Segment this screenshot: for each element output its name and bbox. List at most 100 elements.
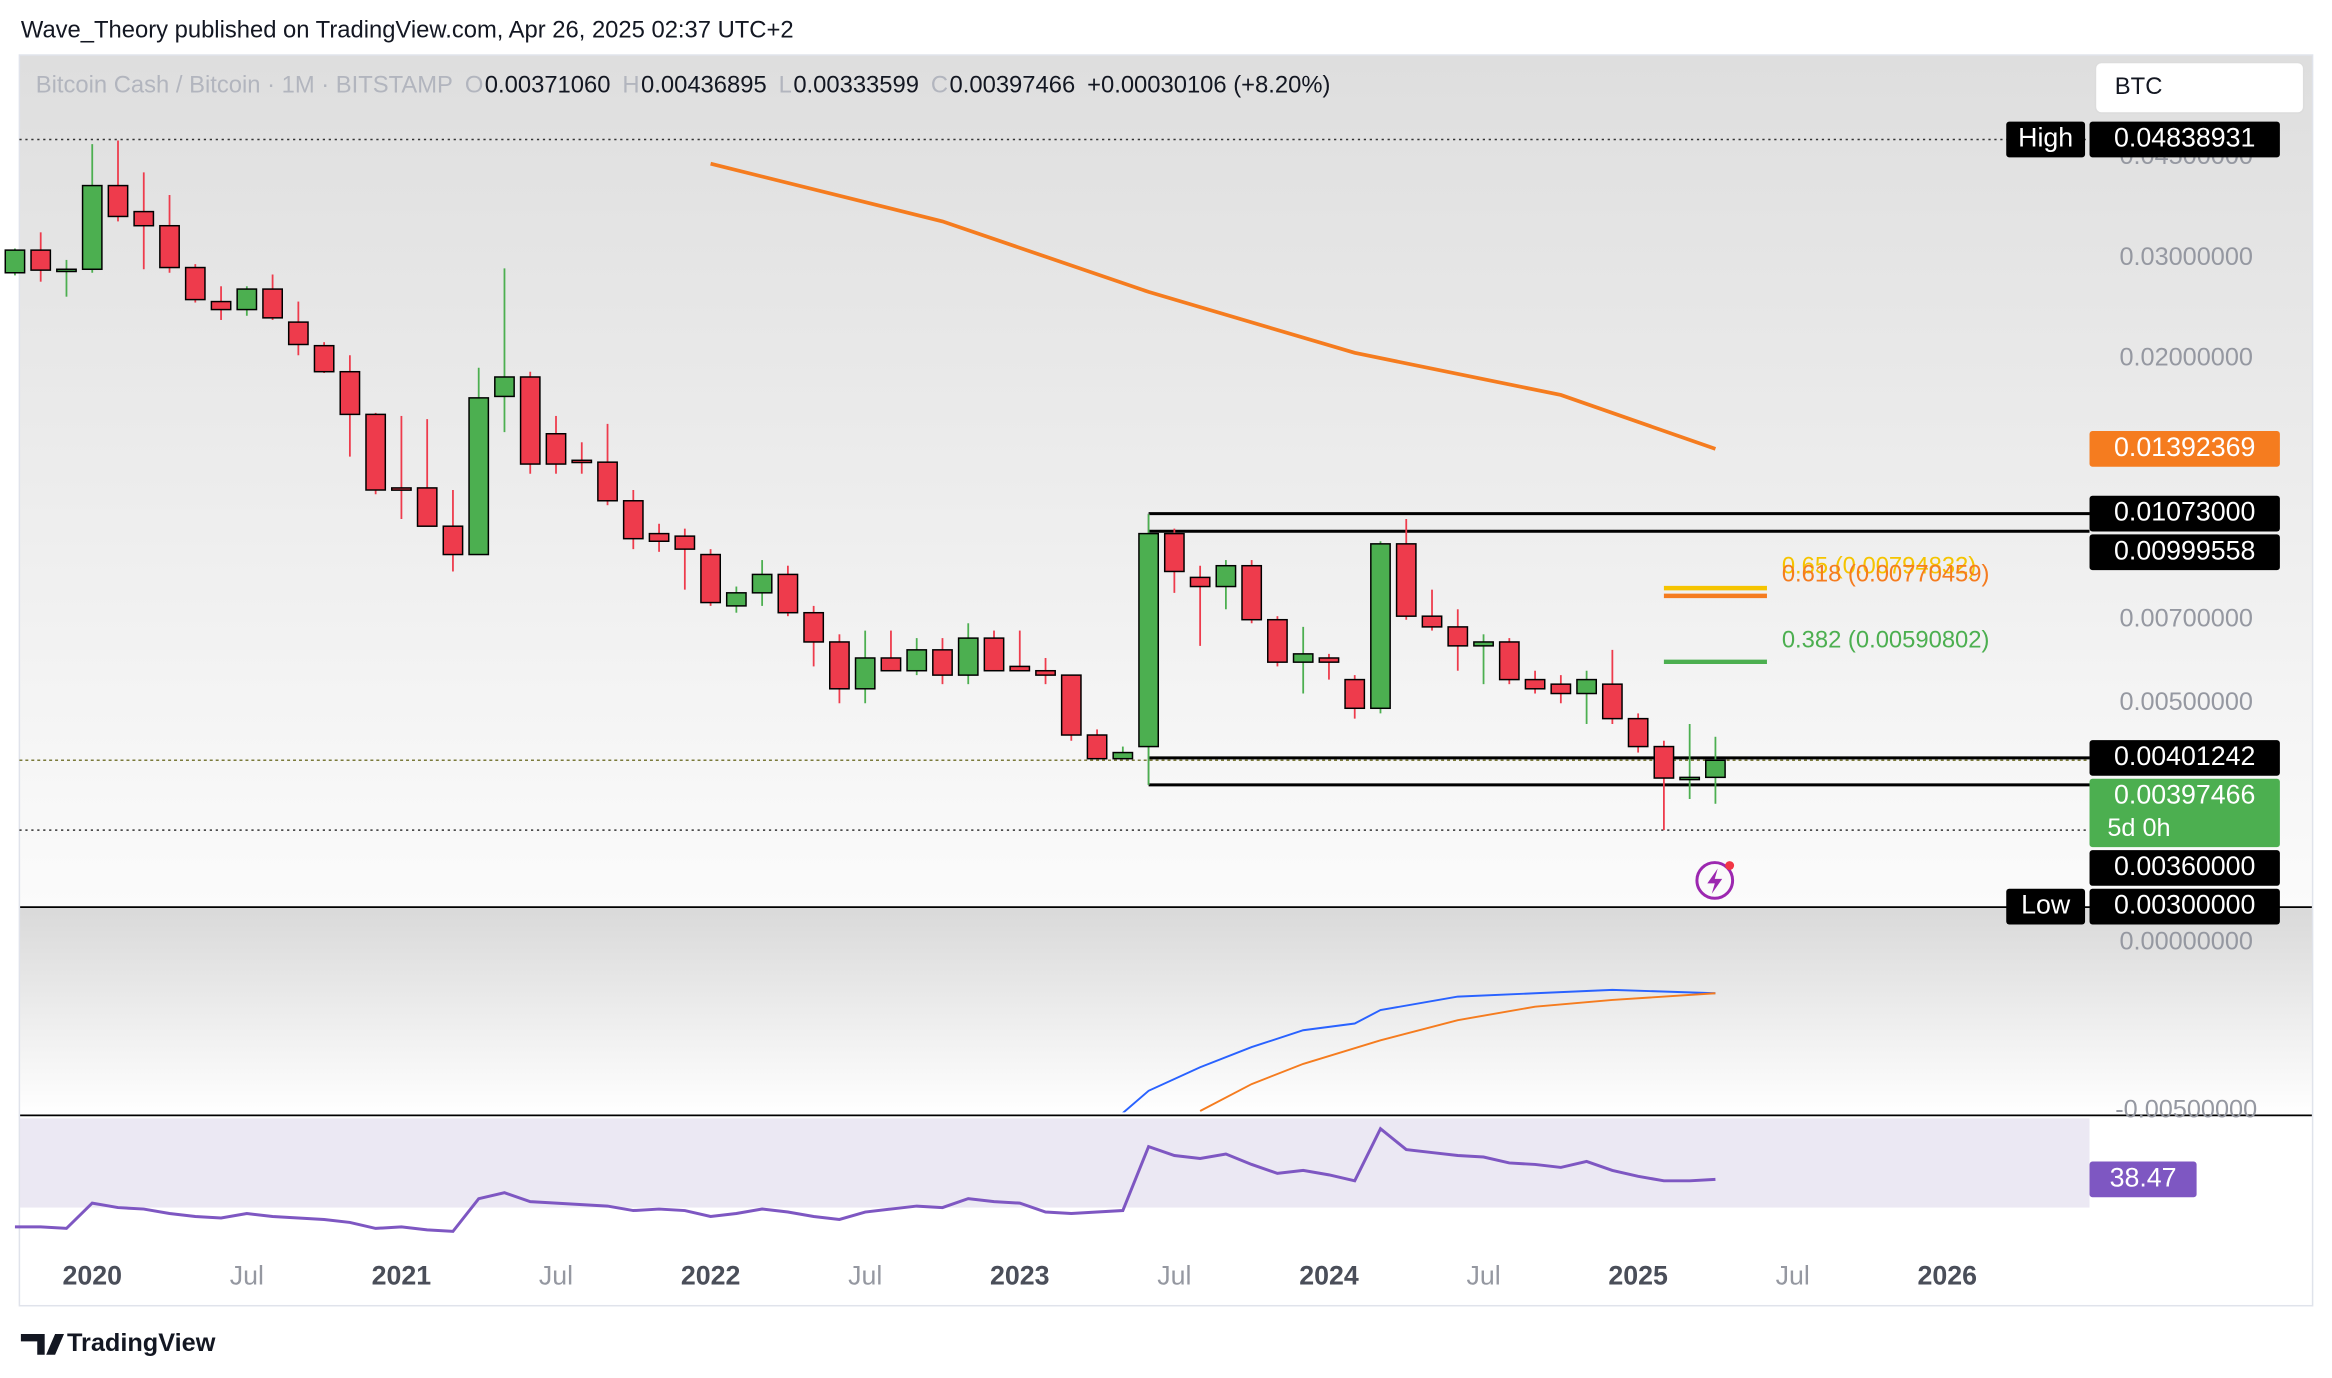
candle-body bbox=[1241, 564, 1263, 621]
x-tick-label: 2021 bbox=[372, 1261, 432, 1291]
candle-body bbox=[1086, 734, 1108, 760]
candle-body bbox=[854, 657, 876, 690]
candle-body bbox=[339, 370, 361, 416]
price-label: 0.00397466 bbox=[2114, 780, 2255, 810]
candle-body bbox=[1163, 532, 1185, 573]
price-label-box bbox=[2089, 431, 2280, 467]
legend-c-key: C bbox=[931, 72, 948, 99]
price-label-box bbox=[2089, 888, 2280, 925]
price-label-box bbox=[2089, 534, 2280, 571]
rsi-label: 38.47 bbox=[2110, 1162, 2177, 1192]
candle-body bbox=[1601, 683, 1623, 720]
candle-body bbox=[880, 657, 902, 672]
candle-body bbox=[571, 459, 593, 464]
price-label: 0.01073000 bbox=[2114, 497, 2255, 527]
currency[interactable]: BTC bbox=[2115, 73, 2163, 100]
tag-box bbox=[2006, 888, 2086, 925]
price-label: 0.00999558 bbox=[2114, 535, 2255, 565]
y-tick-label: 0.00500000 bbox=[2119, 688, 2252, 716]
candle-body bbox=[519, 376, 541, 465]
x-tick-label: Jul bbox=[1466, 1261, 1500, 1291]
candle-body bbox=[906, 649, 928, 672]
candle-body bbox=[468, 397, 490, 556]
candle-body bbox=[1370, 543, 1391, 710]
macd-tick-label: -0.00500000 bbox=[2115, 1096, 2257, 1124]
macd-pane bbox=[19, 907, 2313, 1116]
alert-bolt[interactable] bbox=[1707, 868, 1723, 894]
moving-average bbox=[710, 161, 1717, 451]
macd-tick-label: 0.00000000 bbox=[2119, 927, 2252, 955]
alert-dot[interactable] bbox=[1725, 861, 1735, 870]
x-tick-label: Jul bbox=[848, 1261, 882, 1291]
price-label-box bbox=[2089, 850, 2280, 886]
alert-icon[interactable] bbox=[1695, 861, 1735, 900]
publish-header: Wave_Theory published on TradingView.com… bbox=[21, 17, 794, 44]
candle-body bbox=[442, 525, 464, 556]
candle-body bbox=[1498, 641, 1520, 681]
alert-circle[interactable] bbox=[1695, 861, 1735, 900]
candle-body bbox=[1421, 615, 1443, 628]
candle-body bbox=[751, 573, 773, 594]
candle-body bbox=[1447, 626, 1469, 647]
x-tick-label: Jul bbox=[1157, 1261, 1191, 1291]
candle-body bbox=[597, 461, 618, 502]
candle-body bbox=[1318, 657, 1340, 663]
legend-l: 0.00333599 bbox=[793, 72, 919, 99]
x-tick-label: 2020 bbox=[62, 1261, 122, 1291]
x-tick-label: 2025 bbox=[1608, 1261, 1668, 1291]
currency-box[interactable] bbox=[2094, 61, 2305, 114]
candle-body bbox=[391, 487, 412, 491]
candle-body bbox=[1473, 641, 1494, 647]
candle-body bbox=[1627, 717, 1649, 748]
candle-body bbox=[1344, 678, 1366, 710]
price-label: 0.04838931 bbox=[2114, 123, 2255, 153]
candle-body bbox=[236, 288, 258, 311]
candle-body bbox=[1550, 683, 1572, 695]
candle-body bbox=[1576, 678, 1598, 695]
macd-lines bbox=[1122, 988, 1716, 1113]
candle-body bbox=[184, 266, 206, 301]
candle-body bbox=[1524, 678, 1546, 690]
legend-l-key: L bbox=[779, 72, 792, 99]
candle-body bbox=[30, 249, 52, 271]
fib-label: 0.618 (0.00770459) bbox=[1782, 560, 1990, 587]
candle-body bbox=[133, 210, 155, 227]
candle-body bbox=[932, 649, 953, 676]
candle-body bbox=[210, 300, 232, 311]
x-tick-label: Jul bbox=[1776, 1261, 1810, 1291]
main-pane bbox=[19, 55, 2313, 908]
candle-body bbox=[829, 641, 850, 690]
legend-c: 0.00397466 bbox=[950, 72, 1076, 99]
legend-symbol: Bitcoin Cash / Bitcoin · 1M · BITSTAMP bbox=[36, 72, 453, 99]
candle-body bbox=[1267, 618, 1288, 663]
price-label-box bbox=[2089, 121, 2280, 158]
x-tick-label: 2024 bbox=[1299, 1261, 1359, 1291]
candle-body bbox=[1679, 776, 1701, 781]
brand-logo[interactable] bbox=[20, 1333, 65, 1355]
candle-body bbox=[159, 224, 180, 269]
candle-body bbox=[803, 611, 825, 643]
y-tick-label: 0.03000000 bbox=[2119, 243, 2252, 271]
price-label: 0.00300000 bbox=[2114, 890, 2255, 920]
candle-body bbox=[545, 433, 567, 465]
x-tick-label: Jul bbox=[539, 1261, 573, 1291]
price-label: 0.00360000 bbox=[2114, 851, 2255, 881]
legend-h: 0.00436895 bbox=[641, 72, 767, 99]
chart-frame bbox=[18, 54, 2314, 1307]
rsi-label-box bbox=[2089, 1161, 2197, 1198]
legend-change: +0.00030106 (+8.20%) bbox=[1087, 72, 1330, 99]
fib-label: 0.65 (0.00794832) bbox=[1782, 553, 1976, 580]
tag-box bbox=[2006, 121, 2086, 158]
candle-body bbox=[1009, 665, 1031, 672]
price-label: 0.01392369 bbox=[2114, 432, 2255, 462]
brand[interactable]: TradingView bbox=[67, 1329, 216, 1357]
candle-body bbox=[1035, 669, 1056, 676]
candle-body bbox=[777, 573, 799, 614]
x-tick-label: 2026 bbox=[1918, 1261, 1978, 1291]
candle-body bbox=[313, 344, 335, 373]
candle-body bbox=[1060, 674, 1082, 736]
candle-body bbox=[1292, 653, 1314, 663]
x-tick-label: Jul bbox=[230, 1261, 264, 1291]
